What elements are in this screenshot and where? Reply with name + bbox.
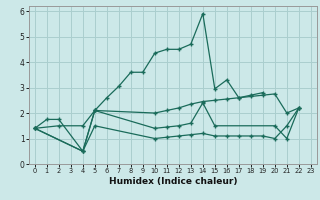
X-axis label: Humidex (Indice chaleur): Humidex (Indice chaleur) [108,177,237,186]
